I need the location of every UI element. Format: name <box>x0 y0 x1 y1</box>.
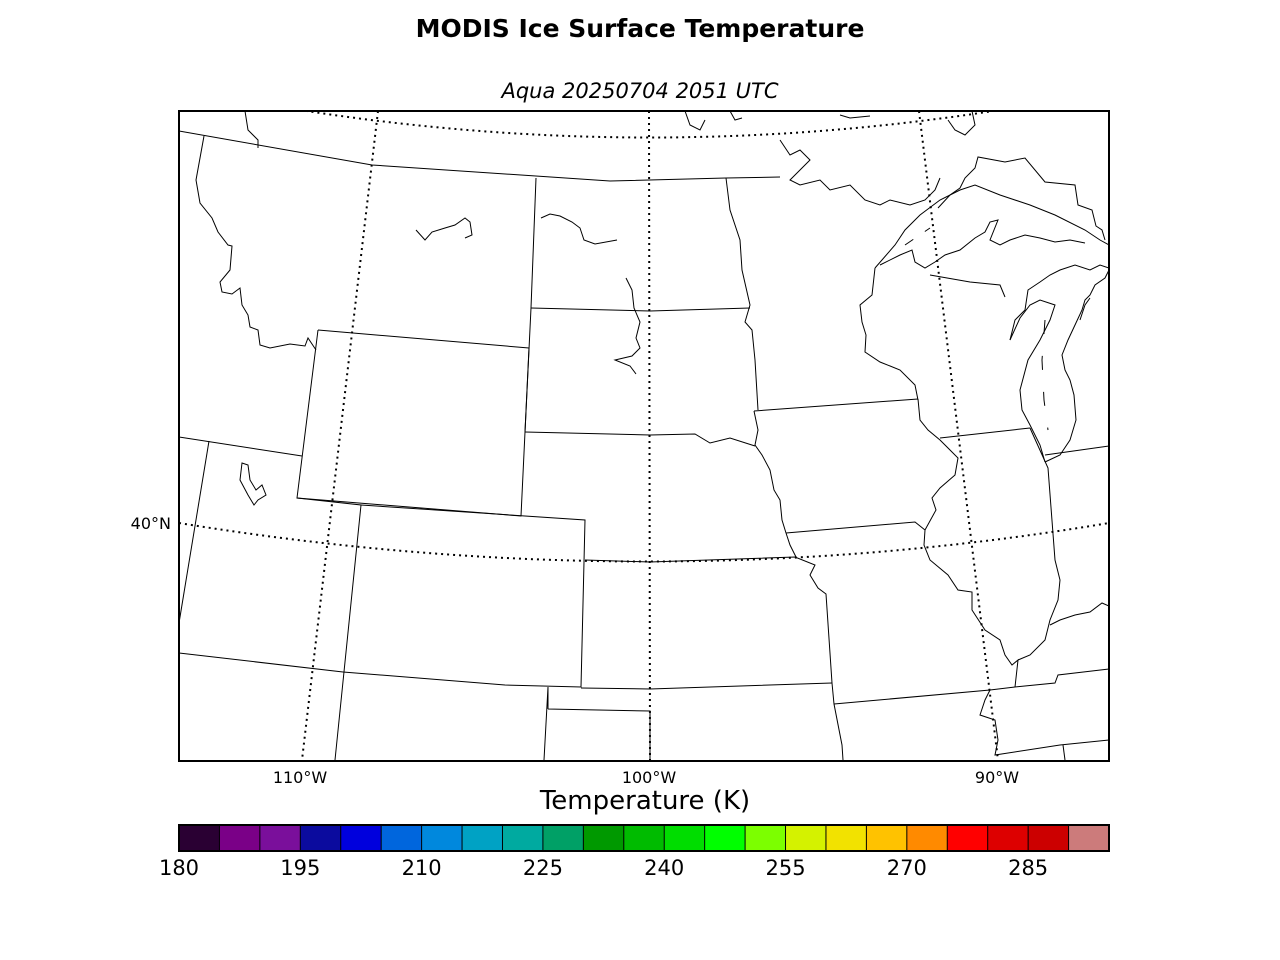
lon-label-90w: 90°W <box>975 768 1019 787</box>
colorbar-swatch <box>502 825 544 851</box>
colorbar-tick-label: 195 <box>280 856 320 880</box>
colorbar-swatch <box>421 825 463 851</box>
colorbar-tick-label: 285 <box>1008 856 1048 880</box>
colorbar-swatch <box>583 825 625 851</box>
lon-label-100w: 100°W <box>622 768 677 787</box>
colorbar-swatch <box>542 825 584 851</box>
coastlines-and-lakes <box>239 111 1109 506</box>
colorbar-tick-label: 255 <box>765 856 805 880</box>
parallel-north-line <box>300 111 1000 139</box>
colorbar-swatch <box>906 825 948 851</box>
colorbar-swatch <box>866 825 908 851</box>
map-area <box>179 111 1109 761</box>
colorbar-tick-label: 270 <box>887 856 927 880</box>
colorbar-swatch <box>745 825 787 851</box>
colorbar-swatch <box>825 825 867 851</box>
lat-label-40n: 40°N <box>131 514 171 533</box>
colorbar-swatch <box>1068 825 1110 851</box>
colorbar-tick-label: 240 <box>644 856 684 880</box>
meridian-100w-line <box>648 111 651 761</box>
state-boundaries <box>179 130 1109 761</box>
colorbar-swatch <box>381 825 423 851</box>
colorbar-swatch <box>623 825 665 851</box>
colorbar-swatch <box>300 825 342 851</box>
colorbar-frame <box>178 824 1110 852</box>
meridian-90w-line <box>918 111 999 761</box>
figure-title: MODIS Ice Surface Temperature <box>415 14 865 43</box>
colorbar-tick-labels: 180 195 210 225 240 255 270 285 <box>159 856 1048 880</box>
colorbar-swatch <box>664 825 706 851</box>
colorbar-swatch <box>462 825 503 851</box>
colorbar-swatch <box>987 825 1029 851</box>
colorbar-swatch <box>947 825 989 851</box>
colorbar-swatch <box>259 825 301 851</box>
colorbar-swatch <box>785 825 827 851</box>
colorbar-swatch <box>1028 825 1070 851</box>
figure-subtitle: Aqua 20250704 2051 UTC <box>501 79 779 103</box>
meridian-110w-line <box>301 111 379 761</box>
lon-label-110w: 110°W <box>273 768 328 787</box>
colorbar-swatch <box>340 825 382 851</box>
map-frame <box>178 110 1110 762</box>
colorbar-swatch <box>219 825 261 851</box>
colorbar-tick-label: 180 <box>159 856 199 880</box>
colorbar <box>179 825 1110 851</box>
graticule-lines <box>179 111 1109 761</box>
colorbar-swatch <box>704 825 746 851</box>
parallel-40n-line <box>179 522 1109 563</box>
colorbar-tick-label: 225 <box>523 856 563 880</box>
colorbar-swatch <box>179 825 220 851</box>
colorbar-tick-label: 210 <box>402 856 442 880</box>
colorbar-title: Temperature (K) <box>539 786 751 816</box>
